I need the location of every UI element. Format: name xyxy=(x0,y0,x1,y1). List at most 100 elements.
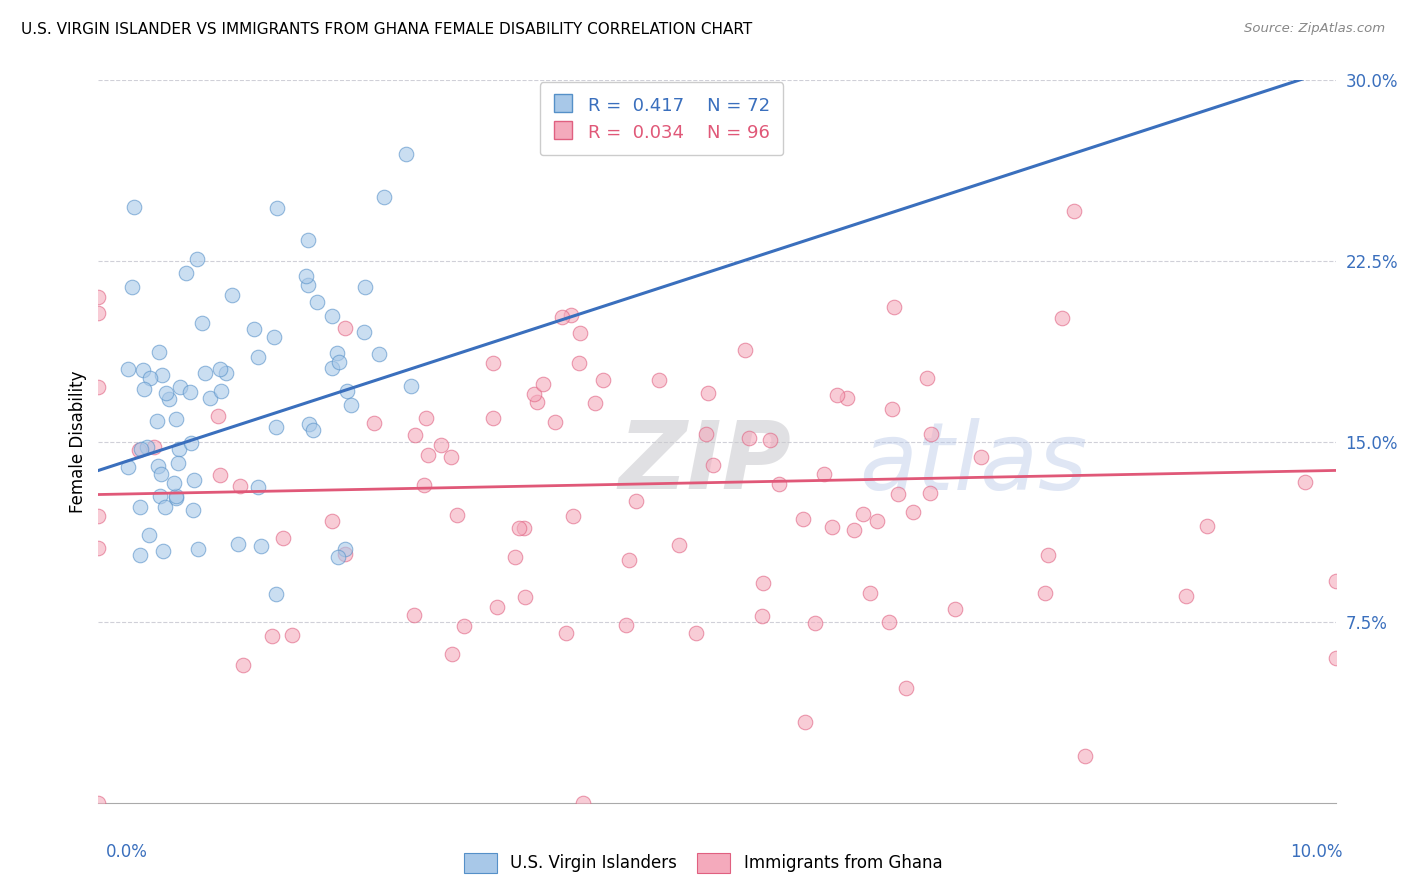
Point xyxy=(260,629,283,643)
Point xyxy=(194,366,217,380)
Point xyxy=(901,505,924,519)
Point xyxy=(321,309,343,323)
Point xyxy=(264,420,287,434)
Text: 10.0%: 10.0% xyxy=(1291,843,1343,861)
Point xyxy=(186,252,208,266)
Point xyxy=(87,541,110,555)
Point xyxy=(882,402,904,417)
Point xyxy=(792,511,814,525)
Point xyxy=(148,345,170,359)
Point xyxy=(894,681,917,695)
Point xyxy=(134,382,156,396)
Point xyxy=(139,371,162,385)
Point xyxy=(221,288,243,302)
Point xyxy=(305,294,328,309)
Point xyxy=(117,459,139,474)
Text: 0.0%: 0.0% xyxy=(105,843,148,861)
Point xyxy=(697,385,720,400)
Point xyxy=(198,391,221,405)
Point xyxy=(142,440,165,454)
Point xyxy=(513,521,536,535)
Point xyxy=(879,615,901,629)
Point xyxy=(404,427,426,442)
Point xyxy=(87,306,110,320)
Point xyxy=(150,368,173,383)
Point xyxy=(481,410,503,425)
Point xyxy=(734,343,756,358)
Point xyxy=(167,442,190,456)
Point xyxy=(128,443,150,458)
Point xyxy=(297,233,319,247)
Point xyxy=(167,456,190,470)
Point xyxy=(531,376,554,391)
Point xyxy=(759,434,782,448)
Point xyxy=(226,537,249,551)
Point xyxy=(395,147,418,161)
Point xyxy=(209,384,232,398)
Point xyxy=(702,458,724,472)
Point xyxy=(174,266,197,280)
Point xyxy=(208,362,231,376)
Point xyxy=(266,201,288,215)
Point xyxy=(583,396,606,410)
Point xyxy=(281,628,304,642)
Point xyxy=(183,474,205,488)
Point xyxy=(1063,204,1085,219)
Point xyxy=(617,553,640,567)
Point xyxy=(508,521,530,535)
Point xyxy=(335,547,357,561)
Point xyxy=(232,657,254,672)
Point xyxy=(335,541,357,556)
Point xyxy=(1073,748,1095,763)
Point xyxy=(180,435,202,450)
Point xyxy=(572,796,595,810)
Point xyxy=(592,373,614,387)
Legend: R =  0.417    N = 72, R =  0.034    N = 96: R = 0.417 N = 72, R = 0.034 N = 96 xyxy=(540,82,783,155)
Point xyxy=(482,356,505,370)
Text: atlas: atlas xyxy=(859,417,1088,508)
Point xyxy=(486,600,509,615)
Point xyxy=(1038,548,1060,562)
Point xyxy=(794,715,817,730)
Point xyxy=(738,432,761,446)
Point xyxy=(1033,586,1056,600)
Point xyxy=(813,467,835,481)
Point xyxy=(353,326,375,340)
Point xyxy=(321,514,343,528)
Point xyxy=(136,440,159,454)
Point xyxy=(353,280,375,294)
Point xyxy=(1324,574,1347,588)
Point xyxy=(560,309,582,323)
Point xyxy=(297,278,319,293)
Point xyxy=(413,478,436,492)
Y-axis label: Female Disability: Female Disability xyxy=(69,370,87,513)
Point xyxy=(866,515,889,529)
Point xyxy=(157,392,180,406)
Point xyxy=(1294,475,1316,489)
Point xyxy=(859,586,882,600)
Point xyxy=(614,617,637,632)
Point xyxy=(163,476,186,491)
Point xyxy=(439,450,461,465)
Point xyxy=(187,541,209,556)
Point xyxy=(146,414,169,428)
Point xyxy=(1052,310,1074,325)
Point xyxy=(179,385,201,400)
Point xyxy=(87,796,110,810)
Point xyxy=(886,487,908,501)
Point xyxy=(155,386,177,401)
Point xyxy=(87,380,110,394)
Point xyxy=(402,608,425,623)
Point xyxy=(551,310,574,324)
Point xyxy=(970,450,993,464)
Text: ZIP: ZIP xyxy=(619,417,792,509)
Point xyxy=(513,590,536,604)
Point xyxy=(920,427,942,442)
Point xyxy=(122,200,145,214)
Point xyxy=(302,423,325,437)
Point xyxy=(1197,518,1219,533)
Point xyxy=(328,549,350,564)
Point xyxy=(150,467,173,482)
Point xyxy=(335,321,357,335)
Point xyxy=(503,549,526,564)
